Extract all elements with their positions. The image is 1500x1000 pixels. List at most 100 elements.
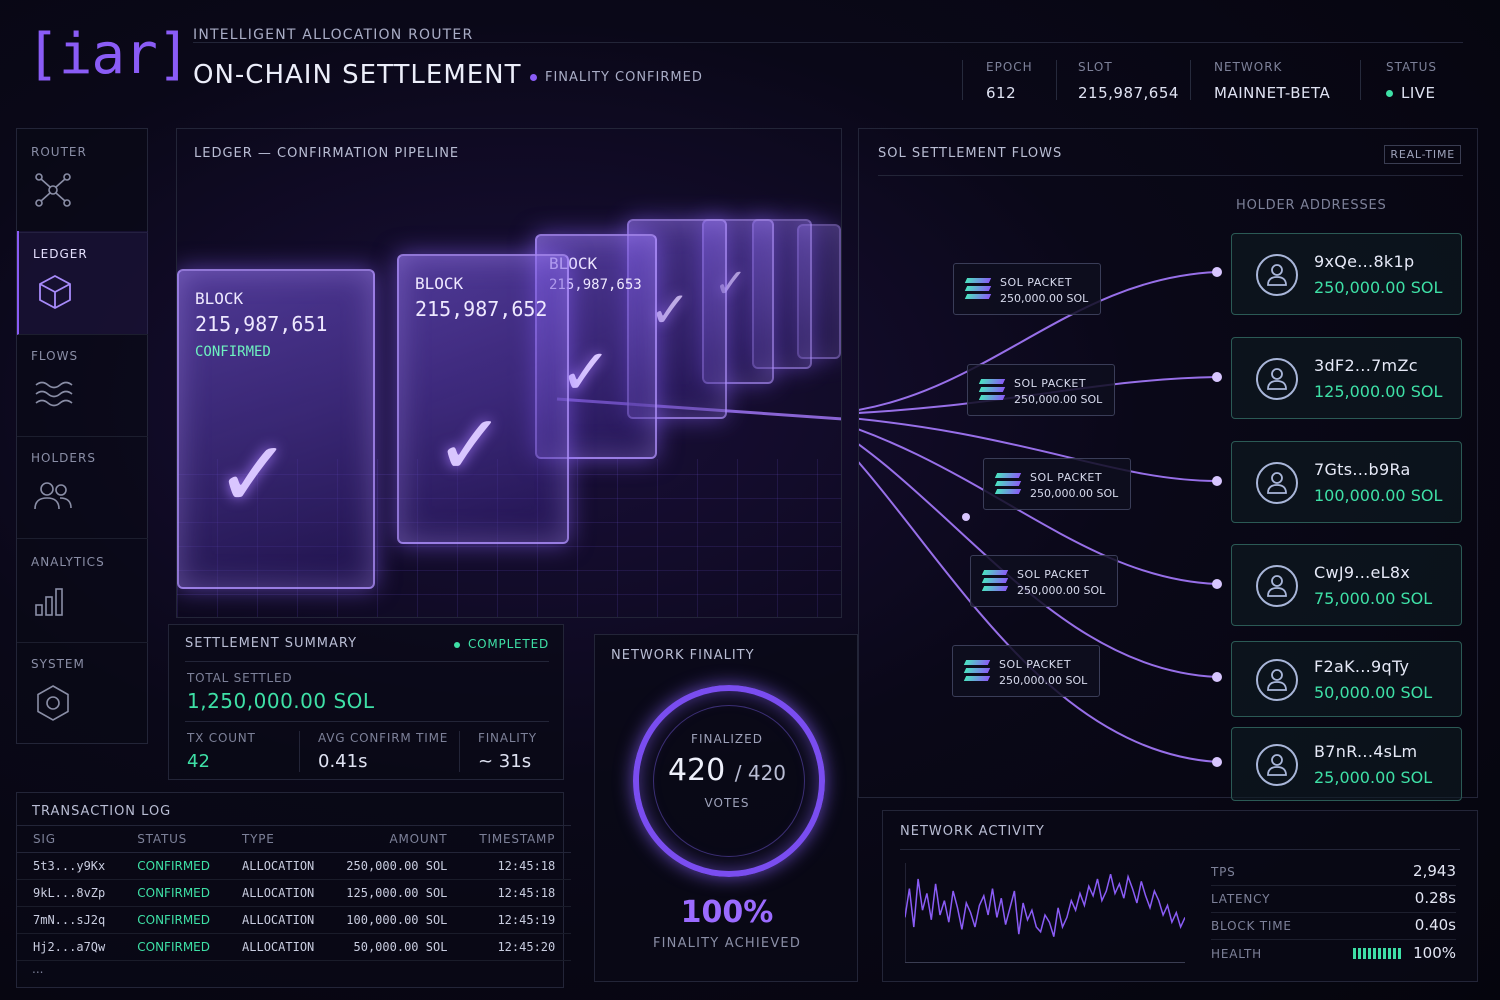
tx-signature[interactable]: 5t3...y9Kx (17, 852, 122, 880)
ledger-title: LEDGER — CONFIRMATION PIPELINE (194, 146, 460, 161)
stat-status: STATUS LIVE (1386, 60, 1437, 102)
table-row[interactable]: 5t3...y9Kx CONFIRMED ALLOCATION 250,000.… (17, 852, 572, 880)
sol-packet[interactable]: SOL PACKET 250,000.00 SOL (983, 458, 1131, 510)
finality-ring (633, 685, 825, 877)
holder-address: 3dF2...7mZc (1314, 356, 1418, 375)
packet-label: SOL PACKET (1000, 276, 1073, 289)
column-header[interactable]: AMOUNT (330, 825, 464, 853)
holder-card[interactable]: 9xQe...8k1p 250,000.00 SOL (1231, 233, 1462, 315)
avatar (1256, 462, 1298, 504)
stat-divider (1190, 60, 1191, 100)
live-dot-icon (1386, 90, 1393, 97)
avatar (1256, 565, 1298, 607)
tx-timestamp: 12:45:18 (463, 852, 572, 880)
tx-amount: 100,000.00 SOL (330, 906, 464, 934)
sol-packet[interactable]: SOL PACKET 250,000.00 SOL (967, 364, 1115, 416)
column-header[interactable]: SIG (17, 825, 122, 853)
column-header[interactable]: TYPE (226, 825, 331, 853)
summary-divider (185, 661, 549, 662)
holder-amount: 100,000.00 SOL (1314, 486, 1443, 505)
tx-signature[interactable]: 7mN...sJ2q (17, 906, 122, 934)
holder-amount: 25,000.00 SOL (1314, 768, 1433, 787)
finality-label: FINALITY (478, 731, 537, 745)
column-header[interactable]: STATUS (121, 825, 227, 853)
sidebar-item-holders[interactable]: HOLDERS (17, 435, 148, 539)
block-cube-far (797, 224, 841, 359)
tx-amount: 250,000.00 SOL (330, 852, 464, 880)
sidebar-item-ledger[interactable]: LEDGER (17, 231, 148, 335)
solana-icon (978, 379, 1006, 401)
tx-timestamp: 12:45:19 (463, 906, 572, 934)
packet-label: SOL PACKET (1030, 471, 1103, 484)
settlement-summary-panel: SETTLEMENT SUMMARY COMPLETED TOTAL SETTL… (168, 624, 564, 780)
flows-title: SOL SETTLEMENT FLOWS (878, 146, 1063, 161)
avatar (1256, 659, 1298, 701)
metric-label: LATENCY (1211, 892, 1271, 906)
more-rows-indicator[interactable]: ... (32, 962, 44, 976)
stat-divider (1360, 60, 1361, 100)
status-dot-icon (453, 641, 460, 648)
finalized-label: FINALIZED (691, 732, 763, 746)
txlog-title: TRANSACTION LOG (32, 804, 172, 819)
tx-count-label: TX COUNT (187, 731, 256, 745)
stat-value: 215,987,654 (1078, 84, 1179, 102)
block-label: BLOCK (415, 274, 464, 293)
table-row[interactable]: 9kL...8vZp CONFIRMED ALLOCATION 125,000.… (17, 879, 572, 907)
metric-label: HEALTH (1211, 947, 1263, 961)
user-icon (1267, 754, 1287, 776)
votes-readout: 420 / 420 (595, 753, 859, 788)
holder-card[interactable]: CwJ9...eL8x 75,000.00 SOL (1231, 544, 1462, 626)
header-divider (193, 42, 1463, 43)
column-header[interactable]: TIMESTAMP (463, 825, 572, 853)
health-bar (1353, 948, 1404, 959)
sol-packet[interactable]: SOL PACKET 250,000.00 SOL (952, 645, 1100, 697)
app-logo[interactable]: [iar] (26, 22, 191, 87)
tx-signature[interactable]: 9kL...8vZp (17, 879, 122, 907)
holder-card[interactable]: F2aK...9qTy 50,000.00 SOL (1231, 641, 1462, 717)
packet-amount: 250,000.00 SOL (1014, 393, 1103, 406)
avatar (1256, 254, 1298, 296)
sparkline-series (905, 873, 1185, 937)
packet-amount: 250,000.00 SOL (999, 674, 1088, 687)
sidebar-item-label: HOLDERS (31, 451, 96, 465)
block-number: 215,987,653 (549, 277, 642, 293)
sidebar-item-analytics[interactable]: ANALYTICS (17, 539, 148, 643)
activity-title: NETWORK ACTIVITY (900, 824, 1045, 839)
stat-value: LIVE (1386, 84, 1437, 102)
user-icon (1267, 264, 1287, 286)
user-icon (1267, 575, 1287, 597)
sidebar-item-system[interactable]: SYSTEM (17, 641, 148, 745)
holder-address: B7nR...4sLm (1314, 742, 1418, 761)
tx-status: CONFIRMED (121, 879, 227, 907)
sidebar-item-label: SYSTEM (31, 657, 85, 671)
table-row[interactable]: Hj2...a7Qw CONFIRMED ALLOCATION 50,000.0… (17, 933, 572, 961)
block-text: BLOCK 215,987,651 CONFIRMED (195, 289, 327, 360)
holder-card[interactable]: 7Gts...b9Ra 100,000.00 SOL (1231, 441, 1462, 523)
block-number: 215,987,651 (195, 312, 328, 336)
stat-label: STATUS (1386, 60, 1438, 74)
holder-card[interactable]: 3dF2...7mZc 125,000.00 SOL (1231, 337, 1462, 419)
flows-panel: SOL SETTLEMENT FLOWS REAL-TIME HOLDER AD… (858, 128, 1478, 801)
metric-label: BLOCK TIME (1211, 919, 1292, 933)
table-row[interactable]: 7mN...sJ2q CONFIRMED ALLOCATION 100,000.… (17, 906, 572, 934)
sidebar-item-router[interactable]: ROUTER (17, 129, 148, 233)
metric-latency: LATENCY 0.28s (1211, 886, 1456, 913)
tx-type: ALLOCATION (226, 852, 331, 880)
holder-amount: 250,000.00 SOL (1314, 278, 1443, 297)
sol-packet[interactable]: SOL PACKET 250,000.00 SOL (953, 263, 1101, 315)
total-settled-value: 1,250,000.00 SOL (187, 689, 375, 713)
avg-confirm-label: AVG CONFIRM TIME (318, 731, 449, 745)
sol-packet[interactable]: SOL PACKET 250,000.00 SOL (970, 555, 1118, 607)
avg-confirm-value: 0.41s (318, 751, 368, 772)
checkmark-icon: ✓ (215, 421, 293, 528)
sidebar-item-label: ROUTER (31, 145, 87, 159)
metric-value: 100% (1353, 944, 1456, 962)
metric-label: TPS (1211, 865, 1236, 879)
holders-title: HOLDER ADDRESSES (1236, 198, 1387, 213)
holder-card[interactable]: B7nR...4sLm 25,000.00 SOL (1231, 727, 1462, 801)
cube-icon (39, 274, 71, 310)
sidebar-item-flows[interactable]: FLOWS (17, 333, 148, 437)
stat-value: 612 (986, 84, 1017, 102)
waves-icon (35, 381, 73, 407)
tx-signature[interactable]: Hj2...a7Qw (17, 933, 122, 961)
